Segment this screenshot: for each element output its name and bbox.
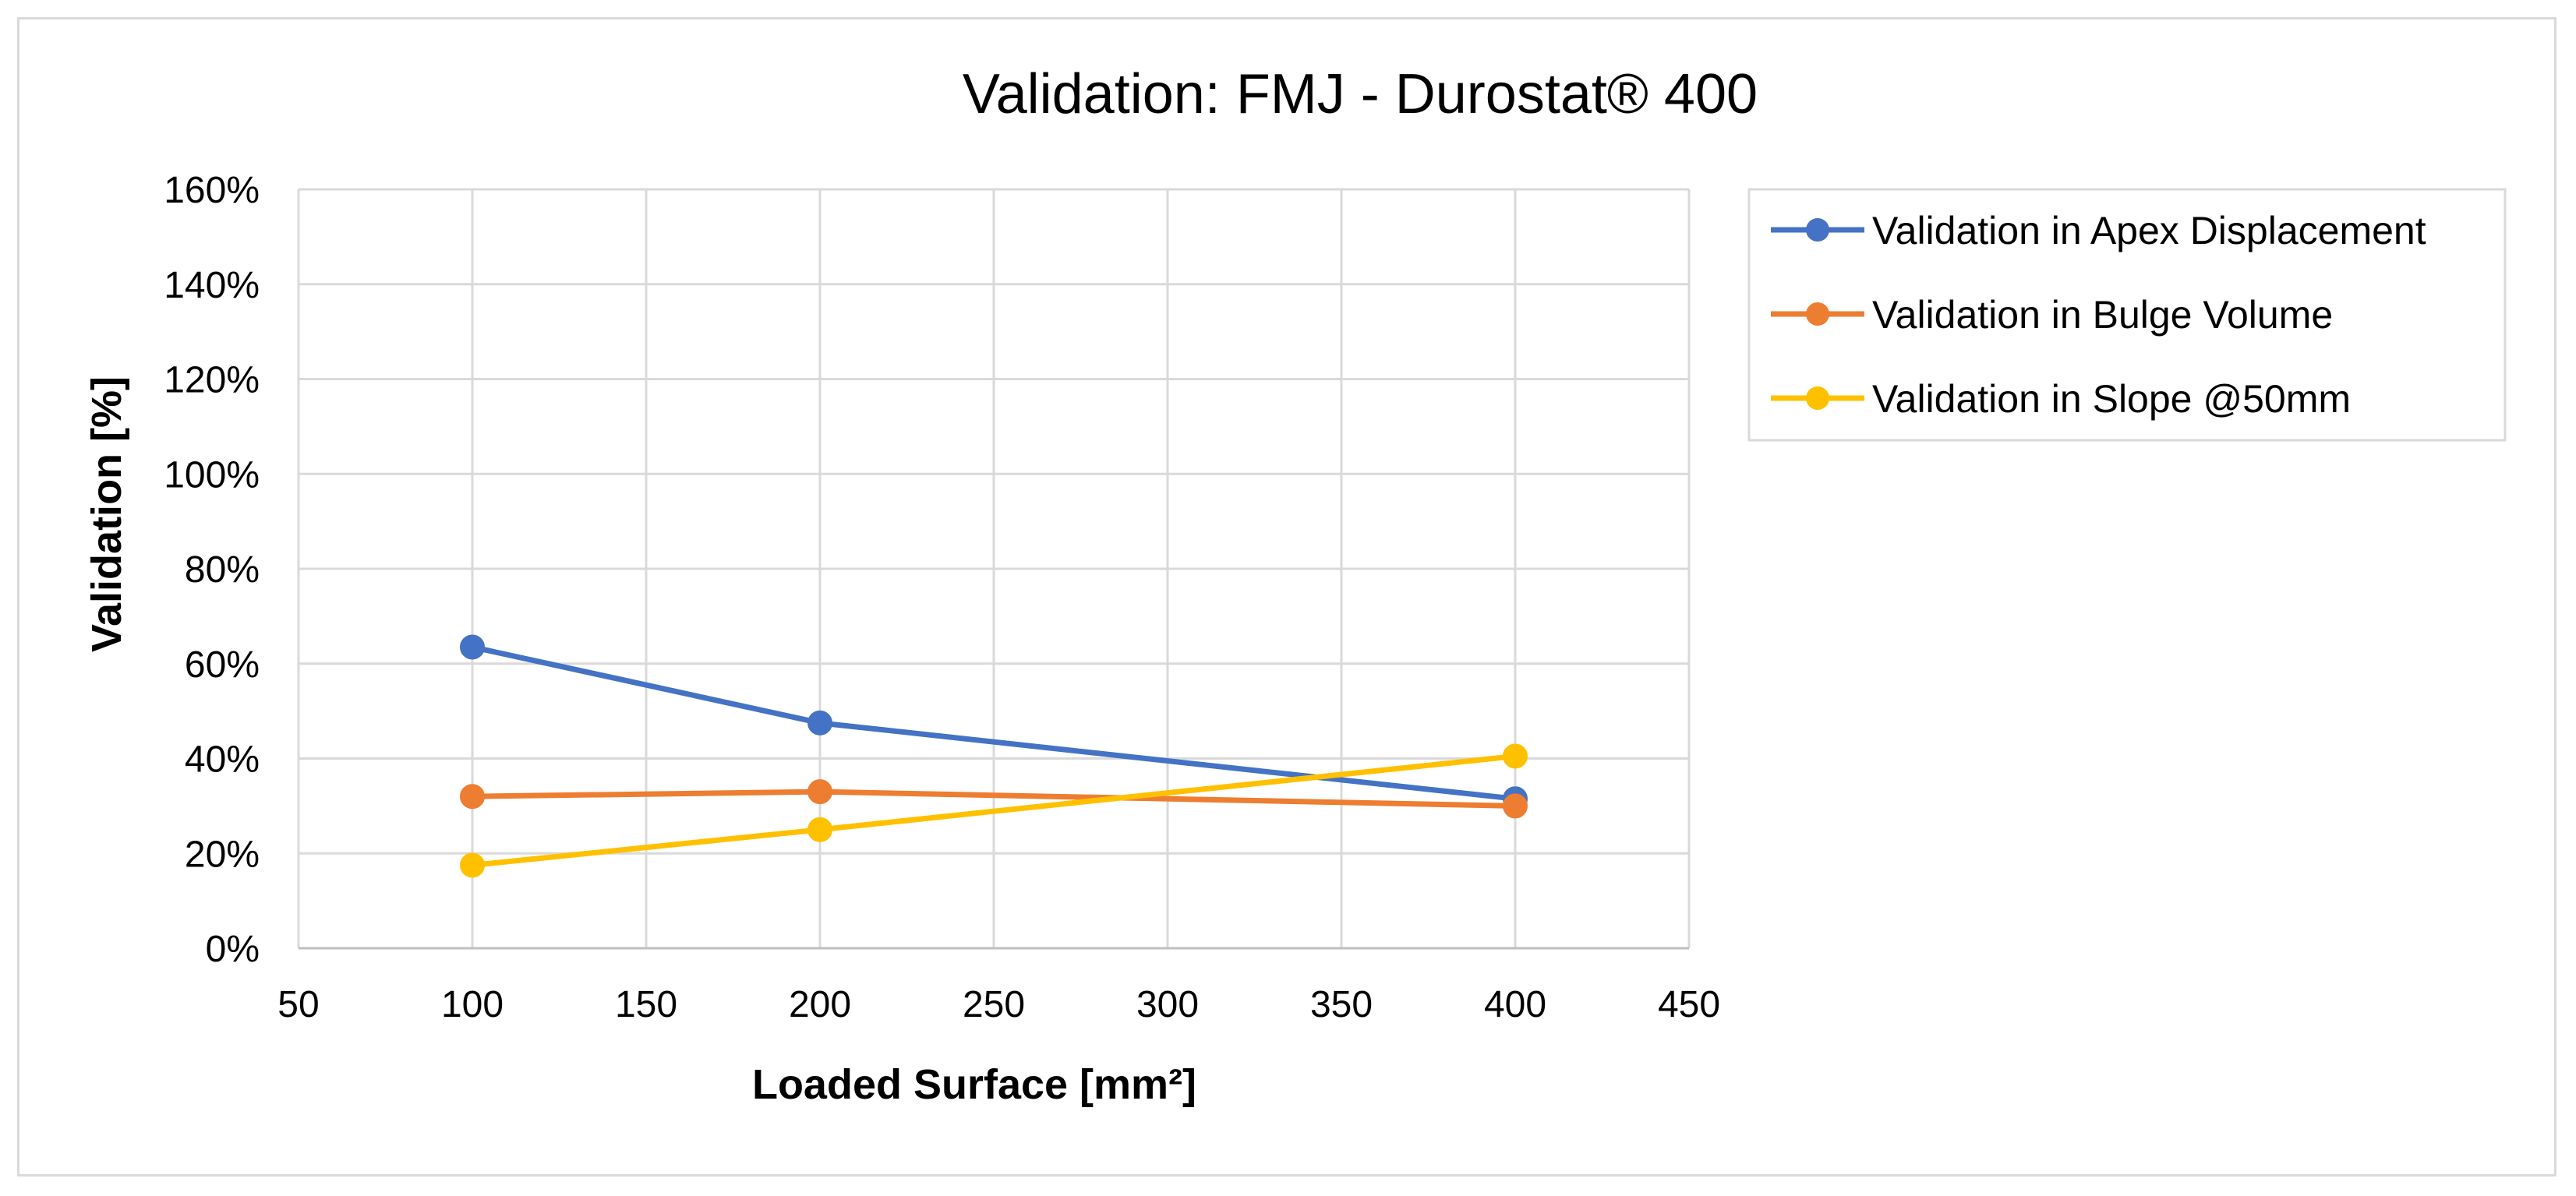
grid: [297, 188, 1691, 948]
y-tick-label: 60%: [185, 644, 260, 686]
legend-label: Validation in Apex Displacement: [1872, 209, 2426, 252]
x-tick-label: 100: [441, 984, 504, 1025]
y-tick-label: 40%: [185, 739, 260, 781]
x-tick-label: 350: [1310, 984, 1373, 1025]
data-point: [807, 710, 832, 736]
x-axis-title: Loaded Surface [mm²]: [752, 1061, 1196, 1108]
data-point: [460, 634, 485, 660]
legend-box: [1747, 188, 2507, 442]
legend-label: Validation in Bulge Volume: [1872, 293, 2333, 337]
chart-title: Validation: FMJ - Durostat® 400: [963, 63, 1758, 125]
data-point: [1503, 793, 1528, 819]
legend-item: Validation in Slope @50mm: [1771, 377, 2351, 421]
x-tick-label: 50: [277, 984, 319, 1025]
legend: Validation in Apex Displacement Validatio…: [1747, 188, 2507, 442]
y-axis-title: Validation [%]: [83, 376, 130, 652]
legend-item: Validation in Apex Displacement: [1771, 209, 2426, 252]
tick-labels: 0% 20% 40% 60% 80% 100% 120% 140% 160% 50 100 150 20…: [164, 170, 1720, 1025]
legend-marker: [1806, 218, 1829, 242]
legend-marker: [1806, 386, 1829, 410]
data-point: [460, 852, 485, 878]
y-tick-label: 20%: [185, 834, 260, 875]
legend-label: Validation in Slope @50mm: [1872, 377, 2351, 421]
x-tick-label: 150: [615, 984, 677, 1025]
series-lines: [460, 634, 1528, 878]
x-tick-label: 250: [963, 984, 1025, 1025]
data-point: [1503, 743, 1528, 769]
series-2: [460, 779, 1528, 819]
legend-marker: [1806, 302, 1829, 326]
legend-item: Validation in Bulge Volume: [1771, 293, 2333, 337]
x-tick-label: 300: [1136, 984, 1199, 1025]
y-tick-label: 120%: [164, 360, 260, 401]
x-tick-label: 450: [1658, 984, 1720, 1025]
y-tick-label: 160%: [164, 170, 260, 211]
series-3: [460, 743, 1528, 878]
data-point: [807, 779, 832, 805]
y-tick-label: 140%: [164, 265, 260, 306]
x-tick-label: 200: [789, 984, 851, 1025]
y-tick-label: 100%: [164, 454, 260, 496]
data-point: [807, 817, 832, 842]
data-point: [460, 784, 485, 810]
y-tick-label: 80%: [185, 549, 260, 591]
x-tick-label: 400: [1484, 984, 1546, 1025]
y-tick-label: 0%: [206, 929, 260, 970]
